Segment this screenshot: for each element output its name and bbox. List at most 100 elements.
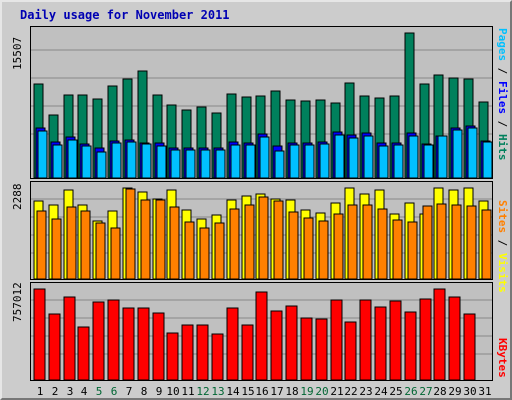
- kbytes-bar: [300, 317, 313, 381]
- kbytes-bar: [270, 310, 283, 381]
- sites-bar: [407, 221, 418, 280]
- pages-bar: [37, 130, 48, 179]
- kbytes-bar: [181, 324, 194, 381]
- sites-bar: [362, 204, 373, 280]
- x-tick-label: 30: [463, 385, 477, 398]
- sites-bar: [155, 199, 166, 280]
- sites-bar: [422, 205, 433, 280]
- kbytes-bar: [33, 288, 46, 381]
- kbytes-bar: [211, 333, 224, 381]
- pages-bar: [156, 145, 167, 179]
- sites-bar: [436, 203, 447, 280]
- x-tick-label: 23: [359, 385, 373, 398]
- kbytes-bar: [48, 313, 61, 381]
- x-tick-label: 6: [110, 385, 118, 398]
- sites-bar: [392, 219, 403, 280]
- sites-bar: [169, 206, 180, 280]
- pages-bar: [170, 149, 181, 179]
- sites-bar: [214, 222, 225, 280]
- x-tick-label: 22: [344, 385, 358, 398]
- sites-bar: [466, 205, 477, 280]
- kbytes-bar: [389, 300, 402, 381]
- kbytes-bar: [463, 313, 476, 381]
- x-tick-label: 2: [51, 385, 59, 398]
- x-tick-label: 17: [270, 385, 284, 398]
- sites-bar: [110, 227, 121, 280]
- sites-bar: [229, 208, 240, 280]
- x-tick-label: 1: [36, 385, 44, 398]
- x-tick-label: 28: [433, 385, 447, 398]
- kbytes-bar: [419, 298, 432, 381]
- sites-bar: [244, 204, 255, 280]
- sites-bar: [318, 220, 329, 280]
- pages-bar: [111, 142, 122, 179]
- pages-bar: [319, 143, 330, 179]
- kbytes-bar: [359, 299, 372, 381]
- sites-bar: [184, 221, 195, 280]
- x-tick-label: 25: [389, 385, 403, 398]
- pages-bar: [348, 137, 359, 179]
- x-tick-label: 5: [95, 385, 103, 398]
- kbytes-bar: [166, 332, 179, 381]
- kbytes-bar: [137, 307, 150, 381]
- pages-bar: [408, 135, 419, 179]
- kbytes-bar: [374, 306, 387, 381]
- kbytes-bar: [330, 299, 343, 381]
- pages-bar: [81, 145, 92, 179]
- sites-bar: [125, 188, 136, 280]
- pages-bar: [185, 149, 196, 179]
- pages-bar: [437, 135, 448, 179]
- x-tick-label: 20: [315, 385, 329, 398]
- kbytes-bar: [285, 305, 298, 381]
- kbytes-bar: [107, 299, 120, 381]
- pages-bar: [393, 144, 404, 179]
- kbytes-bar: [433, 288, 446, 381]
- pages-bar: [452, 129, 463, 179]
- sites-bar: [451, 204, 462, 280]
- chart-title: Daily usage for November 2011: [20, 8, 230, 22]
- pages-bar: [259, 136, 270, 179]
- pages-bar: [245, 144, 256, 179]
- x-tick-label: 26: [404, 385, 418, 398]
- kbytes-bar: [63, 296, 76, 381]
- sites-bar: [333, 213, 344, 280]
- pages-bar: [126, 141, 137, 179]
- sites-bar: [258, 196, 269, 280]
- sites-bar: [51, 218, 62, 280]
- x-tick-label: 18: [285, 385, 299, 398]
- x-tick-label: 12: [196, 385, 210, 398]
- pages-bar: [52, 144, 63, 179]
- sites-bar: [66, 206, 77, 280]
- pages-bar: [274, 150, 285, 179]
- x-tick-label: 27: [419, 385, 433, 398]
- kbytes-bar: [241, 324, 254, 381]
- pages-bar: [482, 141, 493, 179]
- sites-bar: [288, 211, 299, 280]
- kbytes-bar: [404, 311, 417, 381]
- kbytes-bar: [226, 307, 239, 381]
- sites-bar: [377, 208, 388, 280]
- x-tick-label: 16: [255, 385, 269, 398]
- x-tick-label: 7: [125, 385, 133, 398]
- x-tick-label: 15: [241, 385, 255, 398]
- kbytes-bar: [92, 301, 105, 381]
- sites-bar: [95, 222, 106, 280]
- pages-bar: [215, 149, 226, 179]
- pages-bar: [96, 151, 107, 179]
- pages-bar: [467, 127, 478, 179]
- x-tick-label: 4: [80, 385, 88, 398]
- x-tick-label: 14: [226, 385, 240, 398]
- sites-bar: [199, 227, 210, 280]
- x-tick-label: 31: [478, 385, 492, 398]
- x-tick-label: 13: [211, 385, 225, 398]
- kbytes-bar: [255, 291, 268, 381]
- x-tick-label: 11: [181, 385, 195, 398]
- x-tick-label: 24: [374, 385, 388, 398]
- x-tick-label: 8: [140, 385, 148, 398]
- kbytes-bar: [196, 324, 209, 381]
- kbytes-bar: [122, 307, 135, 381]
- x-tick-label: 19: [300, 385, 314, 398]
- x-tick-label: 10: [166, 385, 180, 398]
- pages-bar: [304, 144, 315, 179]
